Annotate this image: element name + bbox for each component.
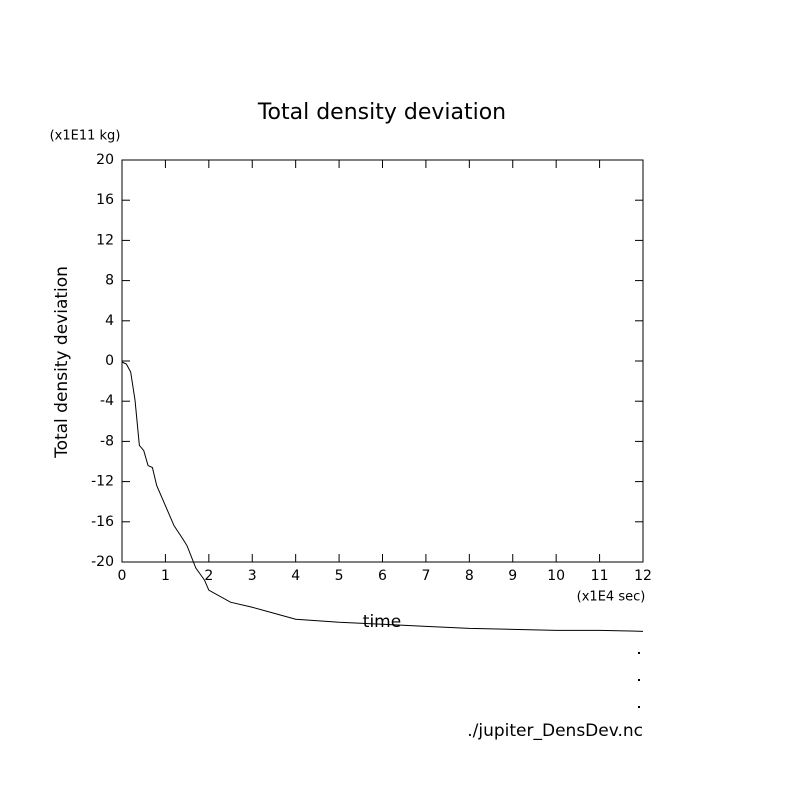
footer: ./jupiter_DensDev.nc: [467, 721, 643, 741]
x-tick-label: 9: [508, 568, 517, 584]
x-tick-label: 5: [335, 568, 344, 584]
x-tick-label: 6: [378, 568, 387, 584]
x-tick-label: 4: [291, 568, 300, 584]
x-axis-label: time: [363, 612, 401, 632]
x-tick-label: 0: [118, 568, 127, 584]
dot: [638, 679, 640, 681]
plot-frame: [121, 159, 644, 563]
y-tick-label: -20: [91, 554, 114, 570]
y-tick-label: 20: [96, 152, 114, 168]
x-tick-label: 12: [634, 568, 652, 584]
x-tick-label: 10: [547, 568, 565, 584]
x-tick-label: 7: [421, 568, 430, 584]
chart-title: Total density deviation: [257, 100, 506, 125]
x-tick-label: 8: [465, 568, 474, 584]
y-tick-label: -12: [91, 474, 114, 490]
dot: [638, 652, 640, 654]
dot: [638, 706, 640, 708]
x-tick-label: 11: [591, 568, 609, 584]
x-tick-label: 2: [204, 568, 213, 584]
y-tick-label: 8: [105, 273, 114, 289]
x-tick-label: 3: [248, 568, 257, 584]
data-line: [121, 361, 644, 632]
y-tick-label: 16: [96, 192, 114, 208]
x-unit: (x1E4 sec): [577, 590, 646, 605]
y-tick-label: 0: [105, 353, 114, 369]
x-tick-label: 1: [161, 568, 170, 584]
y-tick-label: -4: [100, 393, 114, 409]
y-unit: (x1E11 kg): [50, 129, 121, 144]
y-tick-label: 4: [105, 313, 114, 329]
y-axis-label: Total density deviation: [52, 266, 72, 459]
y-tick-label: -8: [100, 433, 114, 449]
y-tick-label: -16: [91, 514, 114, 530]
y-tick-label: 12: [96, 232, 114, 248]
